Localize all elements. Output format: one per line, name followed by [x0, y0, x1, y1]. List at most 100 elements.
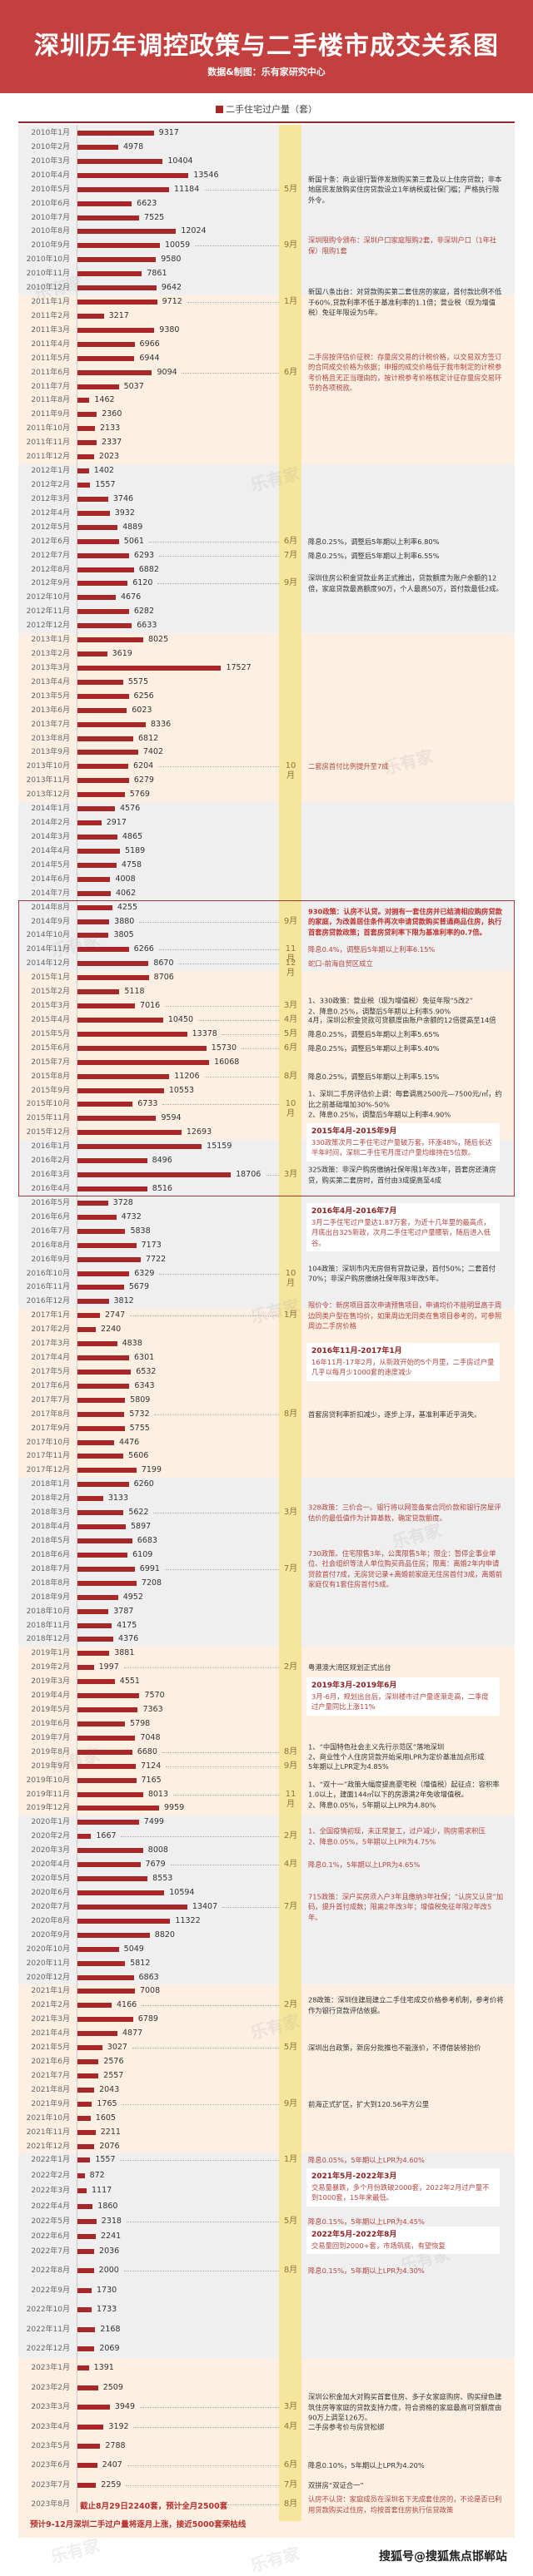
policy-month: 2月 — [283, 1662, 298, 1672]
bar-value-label: 7722 — [145, 1254, 167, 1264]
bar-value-label: 12024 — [181, 226, 207, 236]
row-label: 2013年7月 — [31, 720, 70, 729]
row-label: 2010年5月 — [31, 185, 70, 194]
bar-value-label: 4758 — [121, 859, 142, 869]
leader-line — [222, 1033, 279, 1035]
bar-2013-07 — [77, 721, 147, 727]
bar-value-label: 12693 — [186, 1127, 212, 1137]
bar-value-label: 1391 — [93, 2363, 114, 2373]
leader-line — [227, 2504, 279, 2506]
bar-2023-01 — [77, 2365, 89, 2371]
bar-value-label: 4676 — [121, 592, 142, 602]
row-label: 2018年12月 — [26, 1635, 70, 1644]
bar-2011-11 — [77, 440, 97, 446]
bar-2011-09 — [77, 412, 97, 418]
row-label: 2014年1月 — [31, 805, 70, 814]
row-label: 2023年8月 — [31, 2500, 70, 2509]
bar-2014-11 — [77, 947, 129, 953]
row-label: 2010年12月 — [26, 284, 70, 293]
leader-line — [130, 1315, 279, 1317]
bar-value-label: 4952 — [122, 1592, 143, 1602]
policy-month: 8月 — [283, 2266, 298, 2276]
policy-month: 1月 — [283, 297, 298, 307]
bar-value-label: 9642 — [161, 283, 182, 293]
bar-value-label: 2788 — [105, 2441, 126, 2450]
bar-2015-12 — [77, 1130, 182, 1136]
row-label: 2022年4月 — [31, 2202, 70, 2211]
bar-value-label: 3932 — [114, 508, 135, 518]
bar-2020-02 — [77, 1834, 92, 1840]
bar-value-label: 1402 — [93, 466, 114, 476]
leader-line — [120, 2160, 279, 2162]
row-label: 2018年8月 — [31, 1578, 70, 1588]
row-label: 2016年7月 — [31, 1226, 70, 1236]
bar-value-label: 11206 — [174, 1071, 200, 1081]
bar-2019-10 — [77, 1777, 137, 1783]
bar-2021-01 — [77, 1989, 135, 1994]
row-label: 2012年7月 — [31, 551, 70, 560]
bar-2015-03 — [77, 1003, 136, 1009]
year-band-2013 — [18, 632, 515, 802]
bar-value-label: 6680 — [137, 1746, 157, 1756]
row-label: 2010年9月 — [31, 241, 70, 250]
bar-2014-09 — [77, 919, 110, 924]
leader-line — [166, 1766, 279, 1767]
year-band-2010 — [18, 125, 515, 295]
bar-2014-10 — [77, 933, 109, 939]
bar-2011-04 — [77, 341, 135, 347]
row-label: 2021年6月 — [31, 2058, 70, 2067]
bar-2013-12 — [77, 792, 125, 798]
bar-2016-03 — [77, 1172, 232, 1178]
bar-2015-08 — [77, 1073, 170, 1079]
policy-annotation: 降息0.25%，调整后5年期以上利率6.80% — [308, 537, 440, 546]
bar-value-label: 6279 — [133, 775, 154, 785]
bar-value-label: 8706 — [153, 973, 174, 983]
row-label: 2020年4月 — [31, 1860, 70, 1870]
leader-line — [162, 1104, 279, 1106]
policy-annotation: 降息0.25%，调整后5年期以上利率5.15% — [308, 1072, 440, 1081]
bar-2013-06 — [77, 707, 127, 713]
policy-month: 6月 — [283, 367, 298, 377]
policy-annotation: 降息0.05%，5年期以上LPR为4.60% — [308, 2156, 425, 2165]
bar-2021-12 — [77, 2143, 95, 2149]
policy-annotation: 二套房首付比例提升至7成 — [308, 762, 389, 771]
bar-value-label: 2557 — [103, 2070, 124, 2080]
row-label: 2022年6月 — [31, 2232, 70, 2241]
bar-value-label: 5732 — [129, 1409, 150, 1419]
bar-2014-03 — [77, 835, 117, 840]
row-label: 2020年3月 — [31, 1846, 70, 1855]
bar-2017-07 — [77, 1397, 126, 1403]
bar-2019-07 — [77, 1735, 136, 1741]
bar-2010-09 — [77, 243, 160, 249]
row-label: 2018年7月 — [31, 1564, 70, 1573]
bar-2011-01 — [77, 300, 157, 305]
bar-2021-11 — [77, 2129, 96, 2135]
bar-value-label: 4732 — [121, 1211, 142, 1221]
policy-month: 10月 — [285, 761, 296, 781]
row-label: 2011年12月 — [26, 453, 70, 462]
year-band-2019 — [18, 1646, 515, 1816]
row-label: 2021年2月 — [31, 2001, 70, 2010]
bar-value-label: 7525 — [144, 212, 165, 222]
bar-2015-09 — [77, 1087, 164, 1093]
period-highlight-text: 330政策次月二手住宅过户量破万套，环涨48%，随后长达半年时间，深圳二手住宅月… — [311, 1137, 492, 1157]
row-label: 2011年3月 — [31, 325, 70, 334]
row-label: 2022年1月 — [31, 2156, 70, 2165]
row-label: 2021年7月 — [31, 2071, 70, 2080]
bar-2022-12 — [77, 2346, 95, 2351]
bar-value-label: 6882 — [138, 564, 159, 574]
policy-month: 2月 — [283, 2000, 298, 2010]
bar-value-label: 6120 — [132, 578, 153, 588]
bar-value-label: 15159 — [207, 1142, 232, 1152]
row-label: 2022年8月 — [31, 2266, 70, 2276]
bar-value-label: 5679 — [128, 1282, 150, 1292]
row-label: 2021年11月 — [26, 2128, 70, 2137]
row-label: 2019年11月 — [26, 1790, 70, 1799]
bar-value-label: 2023 — [98, 452, 120, 462]
bar-value-label: 4166 — [116, 2000, 137, 2010]
bar-value-label: 4255 — [117, 902, 138, 912]
bar-2018-11 — [77, 1622, 112, 1628]
bar-value-label: 4838 — [122, 1339, 142, 1349]
bar-2020-10 — [77, 1946, 119, 1952]
bar-value-label: 2240 — [101, 1325, 122, 1335]
